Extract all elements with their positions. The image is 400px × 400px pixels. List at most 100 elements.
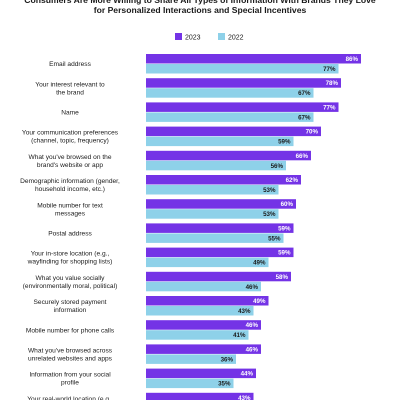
category-row: Postal address 59% 55% [48,223,294,243]
bar-2023 [146,150,311,161]
bar-2022 [146,354,236,364]
category-label-line: household income, etc.) [35,186,105,193]
chart-rows: Email address 86% 77% Your interest relevan… [20,54,361,400]
category-row: What you've browsed across unrelated webs… [28,344,261,364]
data-label-2023: 77% [323,104,336,111]
category-label: Postal address [48,230,92,237]
category-label-line: brand's website or app [37,162,103,169]
category-label-line: Mobile number for text [37,202,103,209]
data-label-2022: 49% [253,260,266,267]
bar-2022 [146,160,286,171]
category-label-line: Mobile number for phone calls [26,327,115,334]
data-label-2022: 36% [221,356,234,363]
data-label-2023: 78% [326,80,339,87]
category-label: Your real-world location (e.g.,location … [27,396,113,400]
category-label: Mobile number for text messages [37,202,103,217]
chart-title-line: Consumers Are More Willing to Share All … [24,0,376,5]
data-label-2022: 77% [323,66,336,73]
bar-2023 [146,368,256,379]
category-row: Your communication preferences (channel, … [22,126,321,147]
bar-2023 [146,296,269,306]
category-label-line: information [54,307,87,314]
bar-2022 [146,378,234,389]
category-row: Demographic information (gender, househol… [20,175,301,195]
data-label-2023: 60% [281,201,294,208]
bar-2022 [146,209,279,219]
category-label-line: Information from your social [29,372,111,379]
category-row: Securely stored payment information 49%43% [34,296,269,316]
bar-2022 [146,112,314,122]
data-label-2023: 43% [238,395,251,400]
legend-swatch-2022 [218,33,225,40]
data-label-2022: 43% [238,308,251,315]
category-label-line: Your interest relevant to [35,81,105,88]
bar-2023 [146,271,291,282]
category-label-line: Demographic information (gender, [20,178,120,185]
legend-label-2023: 2023 [185,35,201,42]
bar-2023 [146,78,341,88]
bar-2022 [146,64,339,74]
category-label: Your communication preferences (channel, … [22,130,119,145]
bar-2022 [146,306,254,316]
data-label-2022: 56% [271,163,284,170]
bar-2023 [146,126,321,137]
category-label: Your interest relevant to the brand [35,81,105,96]
data-label-2023: 44% [241,371,254,378]
data-label-2023: 58% [276,274,289,281]
category-label-line: Name [61,109,79,116]
category-label: Information from your social profile [29,372,111,387]
category-label-line: messages [55,210,86,217]
category-label-line: the brand [56,89,84,96]
category-row: What you've browsed on the brand's websit… [29,150,311,171]
category-label: Securely stored payment information [34,299,107,314]
category-label-line: Your communication preferences [22,130,119,137]
data-label-2022: 41% [233,332,246,339]
category-label-line: wayfinding for shopping lists) [27,259,113,266]
category-label-line: Your in-store location (e.g., [31,251,110,258]
chart-legend: 2023 2022 [175,33,244,42]
bar-2022 [146,136,294,147]
data-label-2023: 46% [246,322,259,329]
bar-2023 [146,344,261,354]
bar-2023 [146,54,361,64]
category-label-line: Email address [49,61,91,68]
data-label-2023: 46% [246,346,259,353]
category-row: Your interest relevant to the brand 78% 67% [35,78,341,98]
category-label-line: Postal address [48,230,92,237]
data-label-2023: 62% [286,177,299,184]
data-label-2022: 67% [298,114,311,121]
category-row: Email address 86% 77% [49,54,361,74]
bar-2022 [146,233,284,243]
category-row: Your in-store location (e.g., wayfinding … [27,247,294,268]
data-label-2023: 59% [278,225,291,232]
category-row: What you value socially (environmentally … [23,271,291,292]
chart-title-line: for Personalized Interactions and Specia… [94,5,307,15]
category-label-line: unrelated websites and apps [28,355,113,362]
data-label-2022: 35% [218,381,231,388]
category-label-line: Your real-world location (e.g., [27,396,113,400]
bar-2022 [146,88,314,98]
category-label: Demographic information (gender, househol… [20,178,120,193]
bar-2023 [146,175,301,185]
data-label-2023: 59% [278,250,291,257]
data-label-2022: 53% [263,211,276,218]
bar-2023 [146,320,261,330]
category-label: What you value socially (environmentally … [23,275,118,290]
bar-2023 [146,199,296,209]
data-label-2022: 46% [246,284,259,291]
category-label-line: What you've browsed on the [29,154,112,161]
category-label-line: Securely stored payment [34,299,107,306]
category-label: Your in-store location (e.g., wayfinding … [27,251,113,266]
data-label-2023: 49% [253,298,266,305]
category-row: Information from your social profile 44% 35… [29,368,256,389]
category-row: Mobile number for phone calls 46%41% [26,320,261,340]
category-label: Mobile number for phone calls [26,327,115,334]
legend-swatch-2023 [175,33,182,40]
bar-2023 [146,223,294,233]
data-label-2023: 66% [296,153,309,160]
data-label-2023: 86% [346,56,359,63]
bar-2022 [146,281,261,292]
category-label-line: (environmentally moral, political) [23,283,118,290]
legend-label-2022: 2022 [228,35,244,42]
